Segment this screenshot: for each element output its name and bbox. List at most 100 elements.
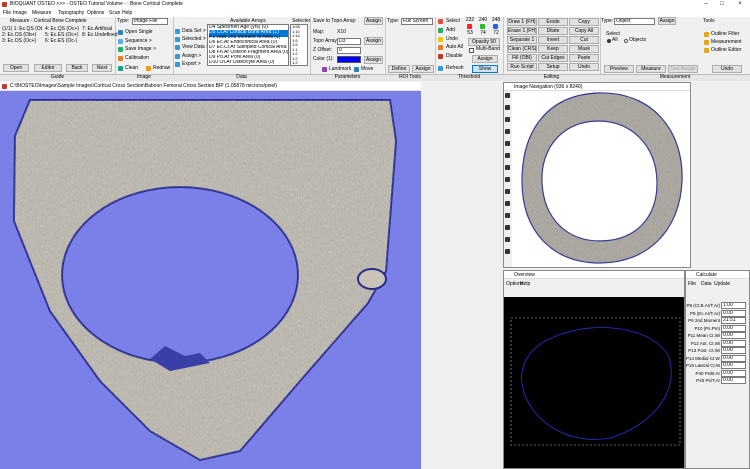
- menu-item[interactable]: File: [688, 281, 697, 287]
- roi-button[interactable]: Assign: [412, 65, 434, 73]
- image-button: Save Image >: [125, 46, 156, 52]
- data-button: Selected >: [182, 36, 206, 42]
- tool-item: Outline Editor: [711, 47, 742, 53]
- menu-item[interactable]: Image: [13, 10, 27, 16]
- array-item: P1 Raw 2nd Moment of Area (1): [209, 35, 281, 40]
- menu-item[interactable]: Help: [520, 281, 531, 287]
- dropdown[interactable]: D3: [337, 38, 361, 45]
- menu-item[interactable]: Data: [701, 281, 712, 287]
- calc-label: P8 (Ct.B.Ar/T.Ar): [686, 303, 720, 308]
- editing-button[interactable]: Draw 1 (FH): [507, 18, 537, 26]
- opacity-button[interactable]: Opacity 50: [468, 38, 500, 46]
- threshold-button: Select: [446, 18, 460, 24]
- input[interactable]: 0: [337, 47, 361, 54]
- editing-button[interactable]: Copy: [569, 18, 599, 26]
- calc-value[interactable]: 0.00: [721, 324, 746, 332]
- editing-button[interactable]: Run Script: [507, 63, 537, 71]
- icon: [175, 54, 180, 59]
- editing-button[interactable]: Invert: [538, 36, 568, 44]
- icon: [505, 117, 510, 122]
- threshold-button: Refresh: [446, 65, 464, 71]
- selected-item: 1:1: [292, 47, 298, 52]
- measure-button[interactable]: Measure: [636, 65, 666, 73]
- guide-button[interactable]: Next: [92, 64, 112, 72]
- editing-button[interactable]: Undo: [569, 63, 599, 71]
- image-button: Open Single: [125, 29, 153, 35]
- menu-item[interactable]: Topography: [58, 10, 85, 16]
- editing-button[interactable]: Erase 1 (FH): [507, 27, 537, 35]
- editing-button[interactable]: Clean (CRS): [507, 45, 537, 53]
- calc-label: P6 2nd Moment: [688, 318, 720, 323]
- dropdown[interactable]: Image File: [132, 18, 168, 25]
- window-title: BIOQUANT OSTEO >>> - OSTEO Tutorial Volu…: [10, 1, 183, 7]
- menu-item[interactable]: Help: [122, 10, 133, 16]
- checkbox[interactable]: [469, 48, 474, 53]
- menu-item[interactable]: File: [3, 10, 12, 16]
- section-label: Editing: [543, 74, 560, 80]
- assign-button[interactable]: Assign: [364, 37, 383, 45]
- data-button: View Data >: [182, 44, 207, 50]
- dropdown[interactable]: Object: [614, 18, 655, 25]
- window-control[interactable]: –: [704, 1, 708, 7]
- measure-button[interactable]: Seq Assign: [668, 65, 698, 73]
- editing-button[interactable]: Paste: [569, 54, 599, 62]
- editing-button[interactable]: Separate 1: [507, 36, 537, 44]
- selected-item: 1:10: [292, 29, 300, 34]
- measure-button[interactable]: Undo: [712, 65, 742, 73]
- rgb-value: 240: [478, 17, 488, 23]
- selected-item: 1:2: [292, 52, 298, 56]
- editing-button[interactable]: Copy All: [569, 27, 599, 35]
- menu-item[interactable]: Options: [506, 281, 524, 287]
- calc-value[interactable]: 0.00: [721, 332, 746, 339]
- editing-button[interactable]: Setup: [538, 63, 568, 71]
- calc-value[interactable]: 1.00: [721, 302, 746, 309]
- threshold-button: Undo: [446, 36, 458, 42]
- editing-button[interactable]: Cut: [569, 36, 599, 44]
- calc-value[interactable]: 0.00: [721, 347, 746, 354]
- calc-value[interactable]: 0.00: [721, 362, 746, 369]
- menu-item[interactable]: Update: [714, 281, 730, 287]
- calc-value[interactable]: 0.00: [721, 309, 746, 317]
- editing-button[interactable]: Cut Edges: [538, 54, 568, 62]
- calc-label: P13 Post. Ct.Wi: [688, 348, 720, 353]
- icon: [505, 105, 510, 110]
- guide-button[interactable]: Editor: [34, 64, 62, 72]
- assign-button[interactable]: Assign: [658, 17, 676, 25]
- editing-button[interactable]: Mask: [569, 45, 599, 53]
- assign-button[interactable]: Assign: [472, 55, 498, 63]
- menu-item[interactable]: Scan: [109, 10, 121, 16]
- menu-item[interactable]: Measure: [32, 10, 52, 16]
- array-item: D4 Specimen Age (yrs) (0): [209, 25, 268, 30]
- editing-button[interactable]: Dilate: [538, 27, 568, 35]
- guide-step: 4: Ec.QS (Oc+): [45, 26, 80, 32]
- section-label: Threshold: [457, 74, 481, 80]
- show-button[interactable]: Show: [472, 65, 498, 73]
- color-swatch[interactable]: [337, 56, 361, 63]
- menu-item[interactable]: Options: [87, 10, 105, 16]
- main-image: [0, 91, 421, 469]
- dropdown[interactable]: Full Screen: [401, 18, 433, 25]
- icon: [505, 225, 510, 230]
- window-control[interactable]: □: [720, 1, 724, 7]
- guide-button[interactable]: Open: [3, 64, 29, 72]
- radio[interactable]: [624, 39, 628, 43]
- editing-button[interactable]: Fill (OBI): [507, 54, 537, 62]
- label: Move: [361, 66, 374, 72]
- assign-button[interactable]: Assign: [364, 17, 383, 25]
- guide-button[interactable]: Back: [66, 64, 88, 72]
- calc-value[interactable]: 0.00: [721, 354, 746, 362]
- calc-value[interactable]: 0.00: [721, 377, 746, 384]
- editing-button[interactable]: Erode: [538, 18, 568, 26]
- measure-button[interactable]: Preview: [604, 65, 634, 73]
- calc-value[interactable]: 0.00: [721, 369, 746, 377]
- assign-button[interactable]: Assign: [364, 56, 383, 64]
- window-control[interactable]: ×: [738, 1, 742, 7]
- editing-button[interactable]: Keep: [538, 45, 568, 53]
- icon: [438, 19, 443, 24]
- radio[interactable]: [607, 39, 611, 43]
- calc-value[interactable]: 21.51: [721, 317, 746, 324]
- separator: [435, 17, 436, 80]
- roi-button[interactable]: Define: [388, 65, 410, 73]
- calc-label: P15 Lateral Ct.Wi: [686, 363, 720, 368]
- calc-value[interactable]: 0.00: [721, 339, 746, 347]
